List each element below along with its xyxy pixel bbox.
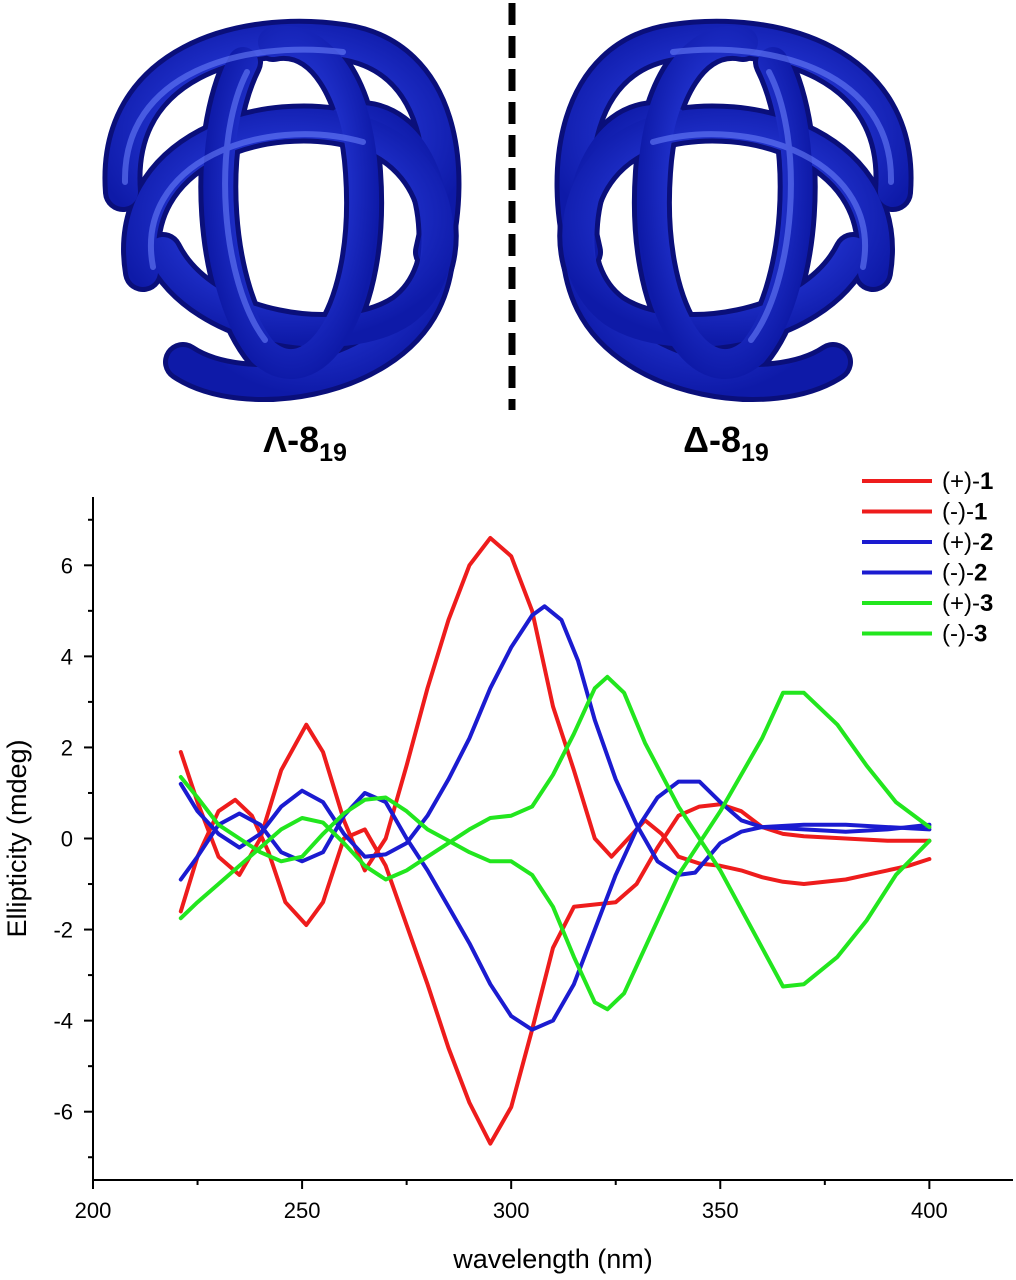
legend-label-2: (-)-1 <box>942 499 987 526</box>
x-tick-label: 200 <box>75 1198 112 1223</box>
series-line-2 <box>178 797 932 1146</box>
legend-label-number: 3 <box>980 590 993 617</box>
y-tick-label: -2 <box>53 918 73 943</box>
knot-left-label-subscript: 19 <box>319 439 347 467</box>
knot-right-illustration <box>554 18 914 402</box>
series-line-6 <box>178 674 932 989</box>
legend-label-number: 2 <box>980 529 993 556</box>
legend-label-prefix: (+)- <box>942 529 980 556</box>
legend-label-prefix: (-)- <box>942 499 974 526</box>
knot-right-label-main: Δ-8 <box>683 419 741 460</box>
chart-legend: (+)-1(-)-1(+)-2(-)-2(+)-3(-)-3 <box>862 468 993 648</box>
knot-left-illustration <box>102 18 462 402</box>
legend-label-prefix: (+)- <box>942 468 980 495</box>
legend-label-number: 1 <box>974 499 987 526</box>
knot-left-label: Λ-819 <box>263 419 347 467</box>
legend-label-5: (+)-3 <box>942 590 993 617</box>
y-tick-label: 0 <box>61 827 73 852</box>
legend-label-prefix: (+)- <box>942 590 980 617</box>
legend-label-number: 2 <box>974 560 987 587</box>
y-tick-label: 4 <box>61 644 73 669</box>
legend-label-1: (+)-1 <box>942 468 993 495</box>
y-tick-label: 2 <box>61 735 73 760</box>
y-axis-title: Ellipticity (mdeg) <box>2 739 32 937</box>
legend-label-4: (-)-2 <box>942 560 987 587</box>
y-tick-label: -4 <box>53 1009 73 1034</box>
x-tick-label: 400 <box>911 1198 948 1223</box>
knot-right-label: Δ-819 <box>683 419 769 467</box>
x-tick-label: 250 <box>284 1198 321 1223</box>
legend-label-prefix: (-)- <box>942 560 974 587</box>
series-line-5 <box>178 690 932 1012</box>
series-line-3 <box>178 604 932 877</box>
y-tick-label: 6 <box>61 553 73 578</box>
legend-label-3: (+)-2 <box>942 529 993 556</box>
x-axis-title: wavelength (nm) <box>452 1244 653 1274</box>
legend-label-prefix: (-)- <box>942 621 974 648</box>
knot-left-label-main: Λ-8 <box>263 419 319 460</box>
series-line-1 <box>178 536 932 886</box>
knot-right-label-subscript: 19 <box>741 439 769 467</box>
y-tick-label: -6 <box>53 1100 73 1125</box>
chart-axes: 200 250 300 350 400 -6 -4 -2 0 2 4 6 <box>53 497 1013 1223</box>
x-tick-label: 300 <box>493 1198 530 1223</box>
legend-label-number: 3 <box>974 621 987 648</box>
x-tick-label: 350 <box>702 1198 739 1223</box>
chart-series-layer <box>178 536 932 1146</box>
legend-label-6: (-)-3 <box>942 621 987 648</box>
legend-label-number: 1 <box>980 468 993 495</box>
series-line-4 <box>178 779 932 1032</box>
